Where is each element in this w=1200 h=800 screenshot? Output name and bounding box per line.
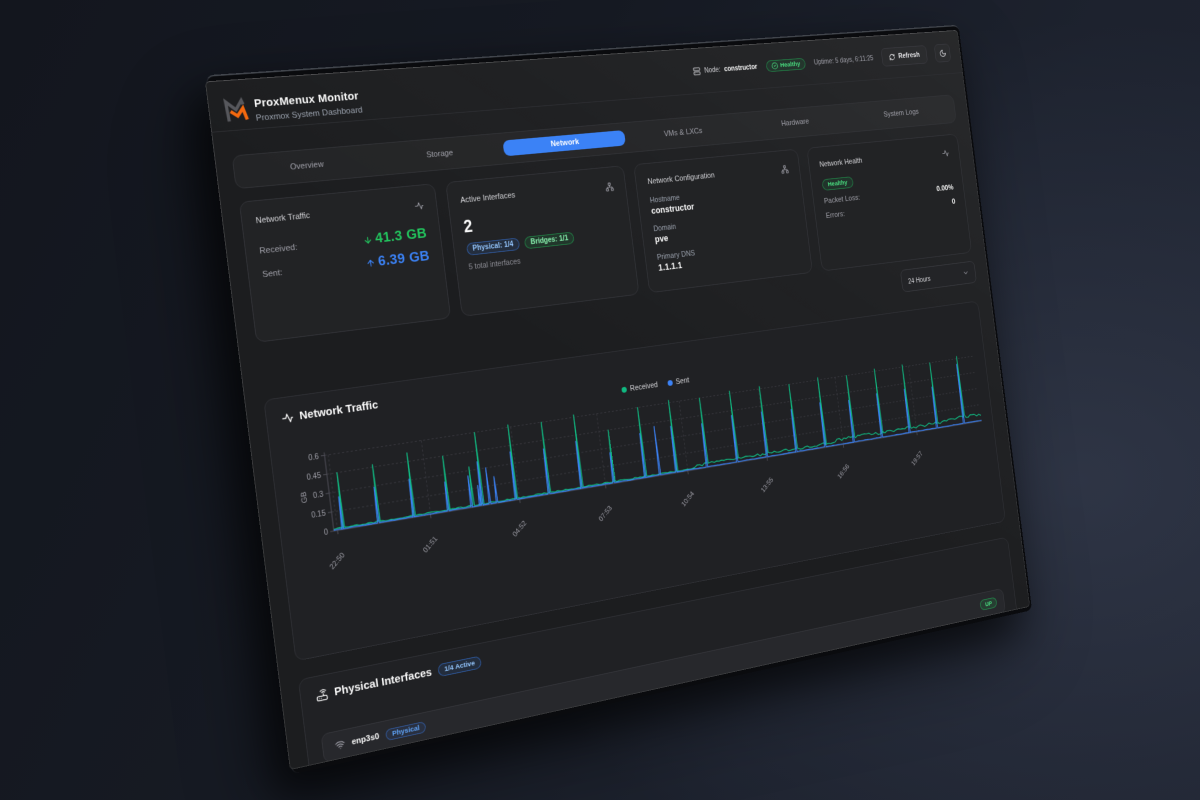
svg-text:10:54: 10:54	[680, 489, 696, 508]
svg-text:GB: GB	[299, 490, 309, 503]
svg-text:13:55: 13:55	[759, 475, 775, 494]
svg-text:07:53: 07:53	[597, 504, 613, 523]
svg-text:0.3: 0.3	[313, 490, 324, 500]
svg-text:16:56: 16:56	[836, 463, 851, 481]
svg-text:22:50: 22:50	[328, 550, 347, 571]
svg-text:0.45: 0.45	[306, 471, 322, 482]
svg-text:0.15: 0.15	[311, 509, 327, 520]
svg-text:19:57: 19:57	[910, 450, 924, 467]
svg-text:0: 0	[323, 528, 329, 537]
svg-text:01:51: 01:51	[421, 535, 439, 555]
svg-text:04:52: 04:52	[511, 519, 528, 538]
svg-text:0.6: 0.6	[308, 452, 319, 462]
